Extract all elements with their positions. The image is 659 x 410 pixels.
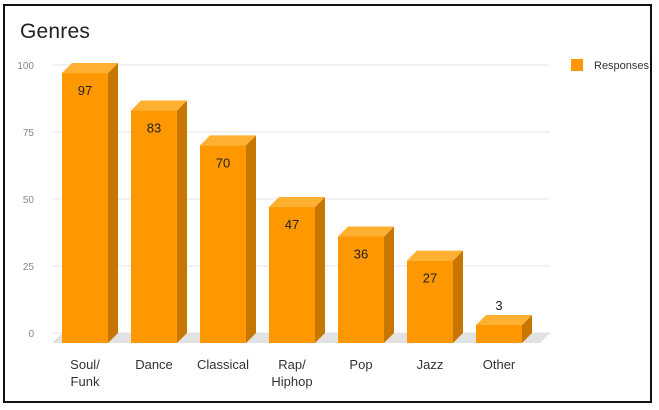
bar-top	[476, 314, 532, 325]
y-tick-label: 75	[23, 128, 35, 139]
bar-top	[407, 250, 463, 261]
y-tick-label: 0	[28, 329, 34, 340]
y-axis-ticks: 0 25 50 75 100	[17, 61, 34, 340]
bar-side	[108, 63, 118, 343]
bar-top	[131, 100, 187, 111]
bar[interactable]: 27	[407, 250, 463, 343]
bar[interactable]: 97	[62, 63, 118, 343]
bar[interactable]: 83	[131, 100, 187, 343]
x-tick-label: Pop	[349, 357, 372, 372]
bar-value-label: 27	[423, 271, 437, 286]
x-tick-label: Rap/Hiphop	[271, 357, 312, 389]
bars: 97 83 70 47 36 27 3	[62, 63, 532, 343]
x-tick-label: Other	[483, 357, 516, 372]
bar-front	[62, 73, 108, 343]
bar-side	[384, 226, 394, 343]
bar-value-label: 47	[285, 217, 299, 232]
legend-swatch-responses	[571, 59, 583, 71]
bar-value-label: 97	[78, 83, 92, 98]
x-tick-label: Soul/Funk	[70, 357, 100, 389]
bar-side	[315, 197, 325, 343]
bar-value-label: 83	[147, 121, 161, 136]
bar-front	[407, 260, 453, 343]
x-tick-label: Dance	[135, 357, 173, 372]
bar[interactable]: 70	[200, 135, 256, 343]
bar-side	[453, 250, 463, 343]
bar-front	[338, 236, 384, 343]
chart-title: Genres	[20, 20, 91, 43]
y-tick-label: 25	[23, 262, 35, 273]
bar[interactable]: 47	[269, 197, 325, 343]
bar-top	[269, 197, 325, 208]
legend-label-responses: Responses	[594, 60, 650, 72]
bar-front	[476, 324, 522, 343]
bar[interactable]: 3	[476, 298, 532, 343]
legend[interactable]: Responses	[571, 59, 650, 72]
bar-front	[200, 145, 246, 343]
bar-value-label: 36	[354, 247, 368, 262]
x-tick-label: Jazz	[417, 357, 444, 372]
bar-front	[131, 110, 177, 343]
bar-front	[269, 207, 315, 343]
x-tick-label: Classical	[197, 357, 249, 372]
bar-value-label: 70	[216, 155, 230, 170]
x-axis-labels: Soul/Funk Dance Classical Rap/Hiphop Pop Jazz…	[70, 357, 516, 389]
bar-side	[522, 314, 532, 343]
bar-side	[177, 100, 187, 343]
bar[interactable]: 36	[338, 226, 394, 343]
bar-top	[338, 226, 394, 237]
bar-top	[200, 135, 256, 146]
bar-side	[246, 135, 256, 343]
bar-value-label: 3	[495, 298, 502, 313]
y-tick-label: 50	[23, 195, 35, 206]
bar-top	[62, 63, 118, 74]
y-tick-label: 100	[17, 61, 34, 72]
